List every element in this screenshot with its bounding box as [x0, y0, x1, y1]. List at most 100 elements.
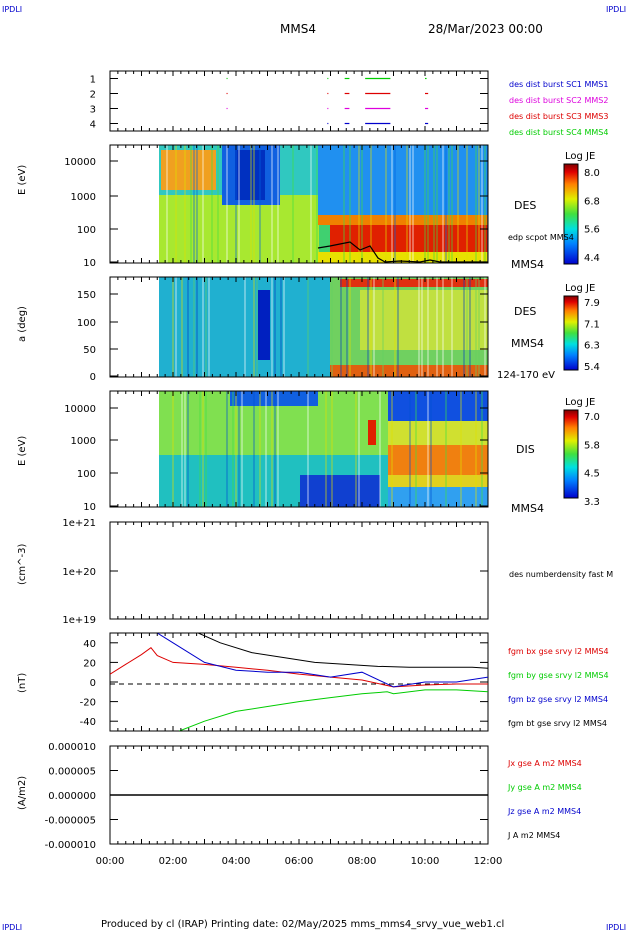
spectrogram-stripe — [196, 277, 198, 377]
fgm-legend-label: fgm bx gse srvy l2 MMS4 — [508, 647, 609, 656]
y-tick-label: 10000 — [64, 404, 96, 415]
spectrogram-stripe — [430, 391, 432, 507]
fgm-series-line — [197, 633, 488, 669]
spectrogram-stripe — [469, 277, 471, 377]
spectrogram-stripe — [184, 145, 186, 263]
spectrogram-stripe — [235, 391, 237, 507]
dis-energy-right-blue — [388, 391, 488, 421]
des-pitch-top-red — [340, 279, 488, 287]
dis-energy-colorbar — [563, 409, 579, 499]
spectrogram-stripe — [292, 145, 294, 263]
spectrogram-stripe — [205, 391, 207, 507]
spectrogram-stripe — [307, 277, 309, 377]
x-tick-label: 04:00 — [222, 856, 251, 867]
spectrogram-stripe — [412, 145, 414, 263]
fgm-series-line — [110, 647, 488, 688]
spectrogram-stripe — [340, 277, 342, 377]
header-spacecraft: MMS4 — [280, 22, 316, 36]
spectrogram-stripe — [193, 277, 195, 377]
spectrogram-stripe — [373, 277, 375, 377]
fgm-series-line — [179, 689, 488, 731]
y-tick-label: 1000 — [71, 436, 96, 447]
spectrogram-stripe — [238, 391, 240, 507]
spectrogram-stripe — [202, 145, 204, 263]
y-tick-label: 0.000010 — [48, 742, 96, 753]
spectrogram-stripe — [274, 277, 276, 377]
des-pitch-colorbar — [563, 295, 579, 371]
y-tick-label: 1e+21 — [62, 518, 96, 529]
spectrogram-stripe — [463, 277, 465, 377]
spectrogram-stripe — [343, 145, 345, 263]
fgm-ylabel: (nT) — [17, 672, 28, 693]
spectrogram-stripe — [370, 145, 372, 263]
des-pitch-yellow-right — [360, 290, 488, 350]
des-energy-label: DES — [514, 199, 537, 212]
burst-frame — [109, 70, 489, 132]
dis-energy-cbar-title: Log JE — [565, 397, 596, 408]
x-tick-label: 08:00 — [348, 856, 377, 867]
x-tick-label: 12:00 — [474, 856, 503, 867]
spectrogram-stripe — [274, 391, 276, 507]
corner-logo-left: IPDLI — [2, 5, 23, 14]
spectrogram-stripe — [172, 391, 174, 507]
y-tick-label: 10 — [83, 502, 96, 513]
dis-energy-right-cyan — [388, 487, 488, 507]
spectrogram-stripe — [445, 391, 447, 507]
x-tick-label: 02:00 — [159, 856, 188, 867]
y-tick-label: 0 — [90, 678, 96, 689]
spectrogram-stripe — [250, 145, 252, 263]
spectrogram-stripe — [181, 391, 183, 507]
y-tick-label: 100 — [77, 225, 96, 236]
spectrogram-stripe — [253, 145, 255, 263]
y-tick-label: 4 — [90, 120, 96, 131]
spectrogram-stripe — [271, 391, 273, 507]
spectrogram-stripe — [391, 145, 393, 263]
current-legend-label: Jz gse A m2 MMS4 — [507, 807, 581, 816]
dis-energy-right-yellow-top — [388, 421, 488, 445]
spectrogram-stripe — [349, 145, 351, 263]
spectrogram-stripe — [280, 277, 282, 377]
footer-text: Produced by cl (IRAP) Printing date: 02/… — [101, 919, 505, 930]
spectrogram-stripe — [181, 277, 183, 377]
spectrogram-stripe — [259, 391, 261, 507]
spectrogram-stripe — [379, 391, 381, 507]
colorbar-tick-label: 5.8 — [584, 440, 600, 451]
x-tick-label: 06:00 — [285, 856, 314, 867]
dis-energy-right-orange — [388, 445, 488, 475]
corner-logo-bottom-left: IPDLI — [2, 923, 23, 932]
spectrogram-stripe — [397, 277, 399, 377]
y-tick-label: 20 — [83, 658, 96, 669]
spectrogram-stripe — [466, 277, 468, 377]
spectrogram-stripe — [409, 145, 411, 263]
x-tick-label: 10:00 — [411, 856, 440, 867]
y-tick-label: -0.000005 — [45, 816, 96, 827]
y-tick-label: 0.000005 — [48, 767, 96, 778]
des-pitch-sc-label: MMS4 — [511, 337, 544, 350]
spectrogram-stripe — [253, 277, 255, 377]
spectrogram-stripe — [277, 145, 279, 263]
spectrogram-stripe — [433, 145, 435, 263]
des-energy-bottom-yellow — [318, 252, 488, 263]
burst-legend-label: des dist burst SC3 MMS3 — [509, 112, 608, 121]
fgm-series-line — [156, 633, 488, 688]
spectrogram-stripe — [175, 145, 177, 263]
spectrogram-stripe — [367, 277, 369, 377]
colorbar-tick-label: 7.1 — [584, 319, 600, 330]
spectrogram-stripe — [451, 277, 453, 377]
des-pitch-label: DES — [514, 305, 537, 318]
spectrogram-stripe — [283, 277, 285, 377]
spectrogram-stripe — [232, 391, 234, 507]
y-tick-label: 40 — [83, 639, 96, 650]
spectrogram-stripe — [475, 145, 477, 263]
fgm-legend-label: fgm bz gse srvy l2 MMS4 — [508, 695, 608, 704]
spectrogram-stripe — [478, 145, 480, 263]
des-pitch-energy-label: 124-170 eV — [497, 370, 555, 381]
spectrogram-stripe — [193, 145, 195, 263]
spectrogram-stripe — [325, 391, 327, 507]
spectrogram-stripe — [436, 277, 438, 377]
y-tick-label: 0 — [90, 372, 96, 383]
spectrogram-stripe — [202, 391, 204, 507]
spectrogram-stripe — [184, 391, 186, 507]
spectrogram-stripe — [382, 277, 384, 377]
